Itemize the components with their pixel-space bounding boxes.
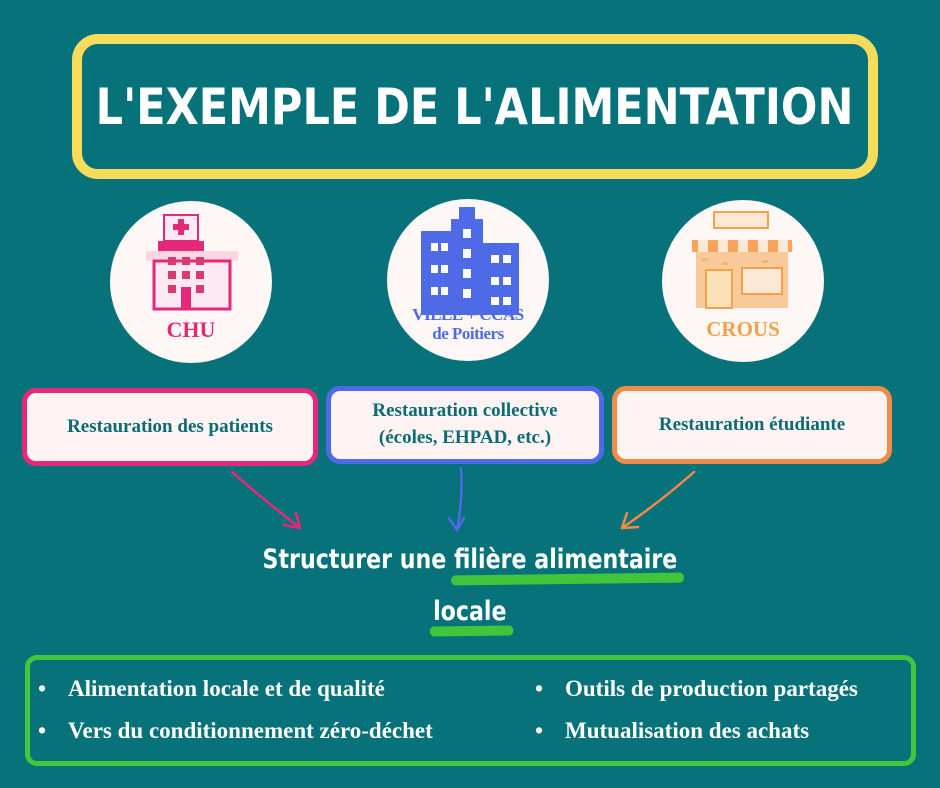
org-label-line1: VILLE + CCAS [412,305,524,324]
card-etudiante: Restauration étudiante [612,386,892,464]
card-label-etudiante: Restauration étudiante [658,413,846,435]
card-collective-line2: (écoles, EHPAD, etc.) [378,427,552,448]
arrow-orange [620,470,696,530]
bullet-text: Vers du conditionnement zéro-déchet [68,718,433,743]
card-collective: Restauration collective (écoles, EHPAD, … [326,386,604,464]
card-label-collective: Restauration collective (écoles, EHPAD, … [372,398,557,451]
storefront-icon [692,211,792,309]
bullet-dot: • [535,676,544,701]
bullet-dot: • [38,718,47,743]
headline-highlight-2: locale [429,586,514,638]
bullet-text: Outils de production partagés [565,676,858,701]
org-label-crous: CROUS [706,317,780,341]
headline-part1: Structurer une [262,544,455,575]
page-title: L'EXEMPLE DE L'ALIMENTATION [96,77,854,136]
headline-part3: locale [433,596,507,627]
card-collective-line1: Restauration collective [372,400,558,422]
arrow-blue [447,466,466,532]
bullet-text: Mutualisation des achats [565,718,810,743]
bullet-dot: • [38,676,47,701]
bullet-item: • Vers du conditionnement zéro-déchet [38,718,433,744]
org-label-line2: de Poitiers [432,324,504,343]
headline-part2: filière alimentaire [454,544,678,575]
headline-highlight: filière alimentaire [450,534,684,586]
bullet-dot: • [535,718,544,743]
bullet-text: Alimentation locale et de qualité [68,676,385,701]
org-label-ville-ccas: VILLE + CCAS de Poitiers [387,305,549,343]
card-label-patients: Restauration des patients [67,415,273,437]
hospital-icon [146,214,238,311]
title-banner: L'EXEMPLE DE L'ALIMENTATION [72,34,878,179]
org-crous: CROUS [662,200,824,362]
bullet-item: • Outils de production partagés [535,676,858,702]
bullet-item: • Mutualisation des achats [535,718,809,744]
city-building-icon [421,207,519,315]
arrow-pink [230,470,302,530]
headline: Structurer une filière alimentaire local… [0,534,940,638]
card-patients: Restauration des patients [22,388,318,466]
highlight-underline-2 [429,625,514,637]
bullet-item: • Alimentation locale et de qualité [38,676,385,702]
benefits-box: • Alimentation locale et de qualité • Vers… [25,655,916,766]
org-ville-ccas: VILLE + CCAS de Poitiers [387,199,549,361]
org-label-chu: CHU [166,317,216,342]
org-chu: CHU [110,201,272,363]
